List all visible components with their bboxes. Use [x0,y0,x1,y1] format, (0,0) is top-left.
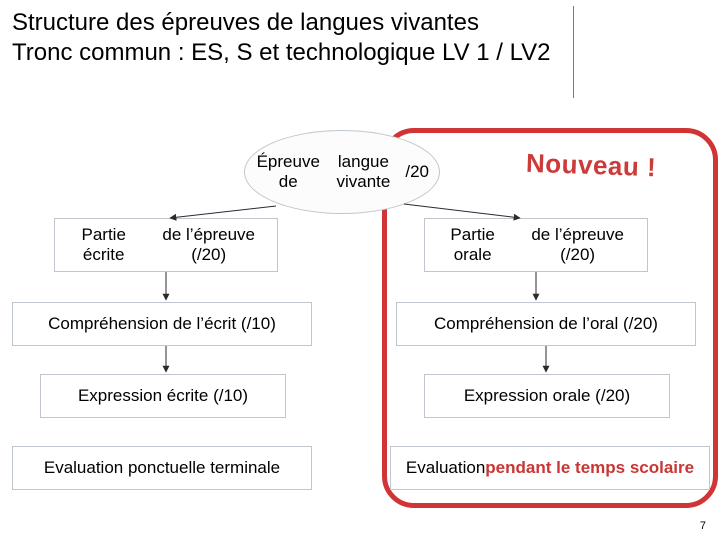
node-partie-ecrite: Partie écritede l’épreuve (/20) [54,218,278,272]
node-text-line: de l’épreuve (/20) [146,225,271,266]
node-text-line: Compréhension de l’oral (/20) [434,314,658,334]
node-root: Épreuve delangue vivante/20 [244,130,440,214]
node-expression-orale: Expression orale (/20) [424,374,670,418]
node-text-line: /20 [405,162,429,182]
edge-root-orale [404,204,520,218]
node-eval-scolaire: Evaluation pendant le temps scolaire [390,446,710,490]
node-text-line: de l’épreuve (/20) [514,225,641,266]
node-text-line: Evaluation ponctuelle terminale [44,458,280,478]
node-comprehension-oral: Compréhension de l’oral (/20) [396,302,696,346]
node-expression-ecrite: Expression écrite (/10) [40,374,286,418]
node-comprehension-ecrit: Compréhension de l’écrit (/10) [12,302,312,346]
node-partie-orale: Partie oralede l’épreuve (/20) [424,218,648,272]
edge-root-ecrite [170,206,276,218]
node-text-prefix: Evaluation [406,458,485,478]
page-title: Structure des épreuves de langues vivant… [12,8,708,68]
node-text-line: langue vivante [322,152,406,193]
node-text-highlight: pendant le temps scolaire [485,458,694,478]
node-eval-ponctuelle: Evaluation ponctuelle terminale [12,446,312,490]
node-text-line: Épreuve de [255,152,322,193]
nouveau-badge: Nouveau ! [525,148,656,184]
node-text-line: Partie orale [431,225,514,266]
node-text-line: Compréhension de l’écrit (/10) [48,314,276,334]
title-line1: Structure des épreuves de langues vivant… [12,9,479,36]
page-number: 7 [700,520,706,532]
node-text-line: Partie écrite [61,225,146,266]
node-text-line: Expression orale (/20) [464,386,630,406]
title-guideline [573,6,574,98]
title-line2: Tronc commun : ES, S et technologique LV… [12,39,551,66]
node-text-line: Expression écrite (/10) [78,386,248,406]
